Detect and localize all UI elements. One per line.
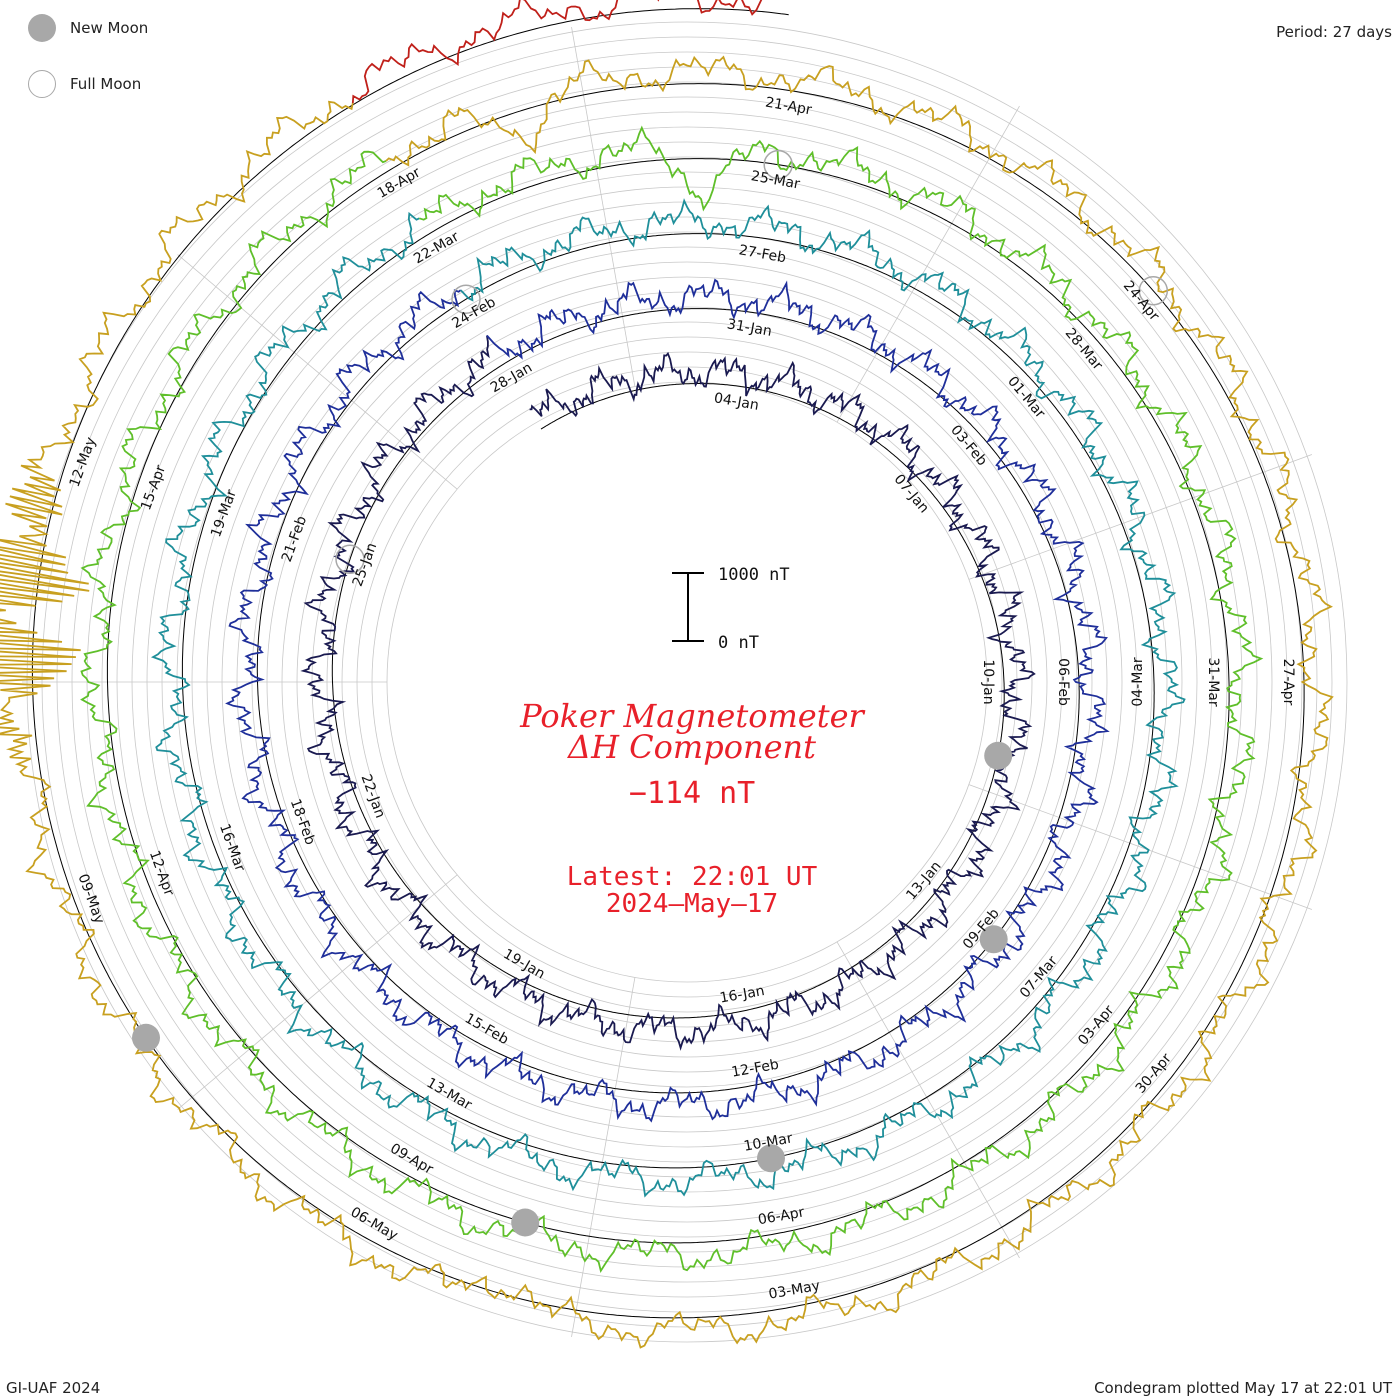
full-moon-marker bbox=[1138, 276, 1169, 306]
spokes bbox=[22, 27, 1313, 1337]
spoke bbox=[571, 27, 636, 387]
date-label: 27-Apr bbox=[1280, 659, 1296, 706]
trace-mar-apr bbox=[80, 125, 1264, 1274]
date-label: 06-Apr bbox=[757, 1204, 806, 1228]
new-moon-marker bbox=[979, 925, 1008, 954]
trace-feb-mar bbox=[150, 198, 1186, 1198]
full-moon-icon bbox=[28, 70, 56, 98]
trace-apr-may bbox=[0, 55, 1334, 1349]
date-label: 12-Feb bbox=[730, 1057, 780, 1081]
date-label: 31-Mar bbox=[1205, 657, 1221, 707]
new-moon-label: New Moon bbox=[70, 19, 149, 37]
new-moon-marker bbox=[511, 1208, 540, 1237]
date-label: 16-Jan bbox=[719, 983, 766, 1007]
full-moon-label: Full Moon bbox=[70, 75, 142, 93]
spoke bbox=[836, 105, 1020, 423]
new-moon-icon bbox=[28, 14, 56, 42]
new-moon-marker bbox=[132, 1023, 160, 1052]
date-label: 04-Mar bbox=[1130, 657, 1146, 707]
full-moon-marker bbox=[335, 544, 365, 575]
scale-bar: 1000 nT 0 nT bbox=[672, 565, 790, 653]
date-label: 28-Jan bbox=[488, 360, 535, 396]
date-label: 07-Mar bbox=[1017, 953, 1061, 1001]
chart-title-block: Poker Magnetometer ΔH Component −114 nT … bbox=[519, 697, 865, 919]
date-label: 25-Mar bbox=[750, 168, 802, 192]
spoke bbox=[177, 874, 458, 1110]
title-line1: Poker Magnetometer bbox=[519, 697, 865, 735]
grid-ring bbox=[326, 321, 1048, 1043]
base-spiral bbox=[31, 8, 1305, 1319]
scale-top-label: 1000 nT bbox=[718, 565, 790, 585]
plotted-label: Condegram plotted May 17 at 22:01 UT bbox=[1094, 1379, 1392, 1397]
new-moon-marker bbox=[984, 741, 1013, 770]
date-label: 18-Apr bbox=[375, 164, 424, 201]
scale-bottom-label: 0 nT bbox=[718, 633, 759, 653]
title-line2: ΔH Component bbox=[566, 728, 816, 766]
spoke bbox=[968, 784, 1313, 910]
spoke bbox=[968, 454, 1313, 580]
date-label: 21-Apr bbox=[764, 95, 813, 119]
spoke bbox=[571, 977, 636, 1337]
date-label: 04-Jan bbox=[713, 390, 760, 414]
date-label: 13-Mar bbox=[424, 1075, 475, 1114]
trace-jan bbox=[300, 335, 1036, 1051]
date-label: 03-Apr bbox=[1075, 1002, 1117, 1048]
date-label: 12-Apr bbox=[146, 849, 177, 899]
moon-markers bbox=[132, 149, 1169, 1237]
full-moon-marker bbox=[451, 284, 481, 314]
date-label: 22-Mar bbox=[411, 229, 462, 268]
date-label: 06-Feb bbox=[1055, 658, 1071, 706]
trace-may bbox=[351, 0, 763, 104]
data-traces bbox=[0, 0, 1334, 1349]
date-label: 31-Jan bbox=[726, 316, 773, 340]
latest-date: 2024–May–17 bbox=[606, 889, 778, 919]
latest-time: Latest: 22:01 UT bbox=[567, 862, 818, 892]
period-label: Period: 27 days bbox=[1276, 23, 1392, 41]
spoke bbox=[836, 941, 1020, 1259]
trace-jan-feb bbox=[225, 278, 1110, 1123]
latest-value: −114 nT bbox=[629, 776, 755, 811]
credit-label: GI-UAF 2024 bbox=[6, 1379, 101, 1397]
spoke bbox=[177, 254, 458, 490]
grid-ring bbox=[341, 336, 1033, 1028]
date-label: 27-Feb bbox=[738, 242, 788, 266]
date-label: 06-May bbox=[348, 1204, 401, 1244]
date-label: 30-Apr bbox=[1133, 1050, 1175, 1096]
base-circles bbox=[31, 8, 1305, 1319]
date-label: 10-Jan bbox=[980, 659, 996, 704]
legend-full-moon: Full Moon bbox=[28, 70, 141, 98]
full-moon-marker bbox=[763, 149, 793, 180]
legend-new-moon: New Moon bbox=[28, 14, 148, 42]
new-moon-marker bbox=[757, 1144, 785, 1173]
